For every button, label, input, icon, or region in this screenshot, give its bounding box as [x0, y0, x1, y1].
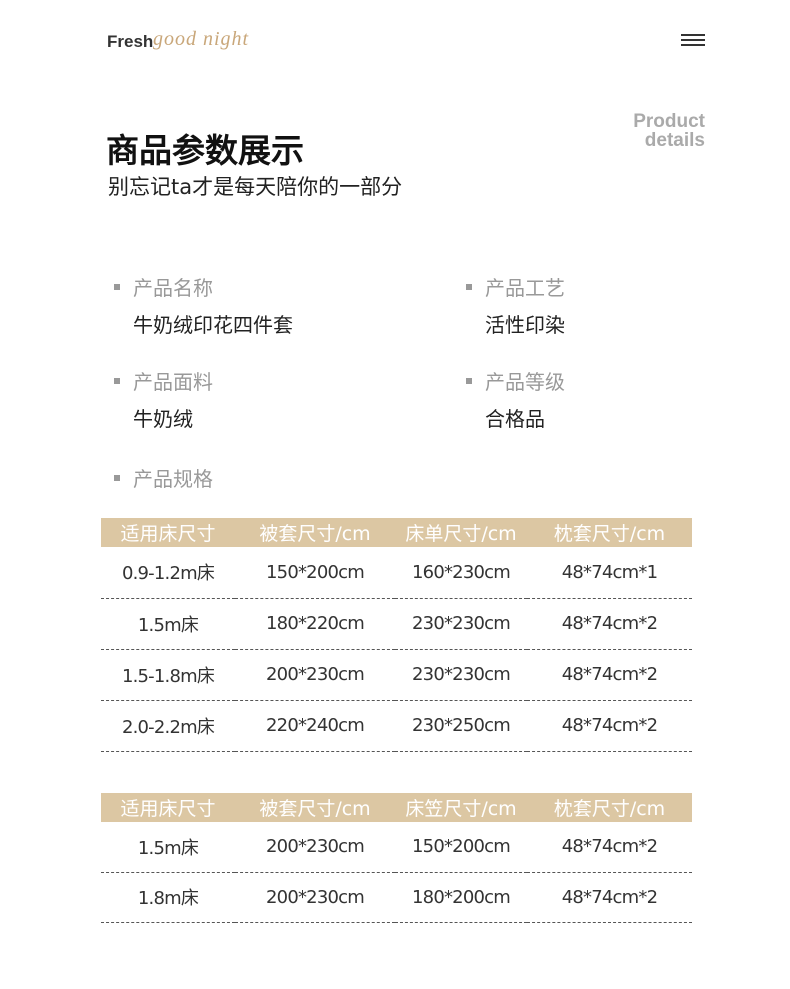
- cell: 230*230cm: [395, 649, 527, 701]
- cell: 1.5m床: [101, 822, 235, 873]
- param: 产品名称牛奶绒印花四件套: [114, 272, 433, 338]
- cell: 48*74cm*1: [527, 547, 692, 599]
- param-value: 活性印染: [485, 313, 565, 337]
- cell: 1.5-1.8m床: [101, 649, 235, 701]
- header-cell: 床笠尺寸/cm: [395, 793, 527, 822]
- badge-line: details: [644, 130, 705, 151]
- header-row: 适用床尺寸 被套尺寸/cm 床笠尺寸/cm 枕套尺寸/cm: [101, 793, 692, 822]
- menu-button[interactable]: [681, 34, 705, 46]
- cell: 160*230cm: [395, 547, 527, 599]
- row: 1.5m床 180*220cm 230*230cm 48*74cm*2: [101, 598, 692, 650]
- spec-table: 适用床尺寸 被套尺寸/cm 床笠尺寸/cm 枕套尺寸/cm 1.5m床 200*230cm…: [101, 793, 692, 923]
- row: 1.5-1.8m床 200*230cm 230*230cm 48*74cm*2: [101, 649, 692, 701]
- cell: 220*240cm: [235, 700, 395, 752]
- cell: 200*230cm: [235, 872, 395, 923]
- cell: 150*200cm: [235, 547, 395, 599]
- header-cell: 适用床尺寸: [101, 793, 235, 822]
- cell: 0.9-1.2m床: [101, 547, 235, 599]
- param-label: 产品工艺: [466, 272, 785, 301]
- param-value: 合格品: [485, 407, 545, 431]
- header-cell: 床单尺寸/cm: [395, 518, 527, 547]
- param-label: 产品规格: [114, 463, 433, 492]
- badge: Product details: [633, 112, 705, 150]
- param-label: 产品名称: [114, 272, 433, 301]
- cell: 1.5m床: [101, 598, 235, 650]
- row: 1.8m床 200*230cm 180*200cm 48*74cm*2: [101, 872, 692, 923]
- row: 2.0-2.2m床 220*240cm 230*250cm 48*74cm*2: [101, 700, 692, 752]
- cell: 230*250cm: [395, 700, 527, 752]
- header-row: 适用床尺寸 被套尺寸/cm 床单尺寸/cm 枕套尺寸/cm: [101, 518, 692, 547]
- param-value: 牛奶绒: [133, 407, 193, 431]
- param-value: 牛奶绒印花四件套: [133, 313, 293, 337]
- param: 产品规格: [114, 463, 433, 492]
- badge-line: Product: [633, 111, 705, 132]
- param: 产品等级合格品: [466, 366, 785, 432]
- brand: Fresh: [107, 32, 154, 51]
- header-cell: 枕套尺寸/cm: [527, 793, 692, 822]
- cell: 2.0-2.2m床: [101, 700, 235, 752]
- header-cell: 被套尺寸/cm: [235, 518, 395, 547]
- row: 1.5m床 200*230cm 150*200cm 48*74cm*2: [101, 822, 692, 873]
- cell: 48*74cm*2: [527, 822, 692, 873]
- title: 商品参数展示: [106, 131, 304, 170]
- spec-table: 适用床尺寸 被套尺寸/cm 床单尺寸/cm 枕套尺寸/cm 0.9-1.2m床 150*2…: [101, 518, 692, 752]
- cell: 48*74cm*2: [527, 872, 692, 923]
- cell: 48*74cm*2: [527, 649, 692, 701]
- param-label: 产品面料: [114, 366, 433, 395]
- tagline: good night: [153, 28, 250, 50]
- row: 0.9-1.2m床 150*200cm 160*230cm 48*74cm*1: [101, 547, 692, 599]
- cell: 200*230cm: [235, 649, 395, 701]
- header-cell: 被套尺寸/cm: [235, 793, 395, 822]
- cell: 200*230cm: [235, 822, 395, 873]
- param: 产品面料牛奶绒: [114, 366, 433, 432]
- cell: 48*74cm*2: [527, 598, 692, 650]
- cell: 180*200cm: [395, 872, 527, 923]
- cell: 48*74cm*2: [527, 700, 692, 752]
- param-label: 产品等级: [466, 366, 785, 395]
- cell: 1.8m床: [101, 872, 235, 923]
- cell: 230*230cm: [395, 598, 527, 650]
- header-cell: 适用床尺寸: [101, 518, 235, 547]
- cell: 150*200cm: [395, 822, 527, 873]
- subtitle: 别忘记ta才是每天陪你的一部分: [108, 175, 403, 199]
- param: 产品工艺活性印染: [466, 272, 785, 338]
- cell: 180*220cm: [235, 598, 395, 650]
- header-cell: 枕套尺寸/cm: [527, 518, 692, 547]
